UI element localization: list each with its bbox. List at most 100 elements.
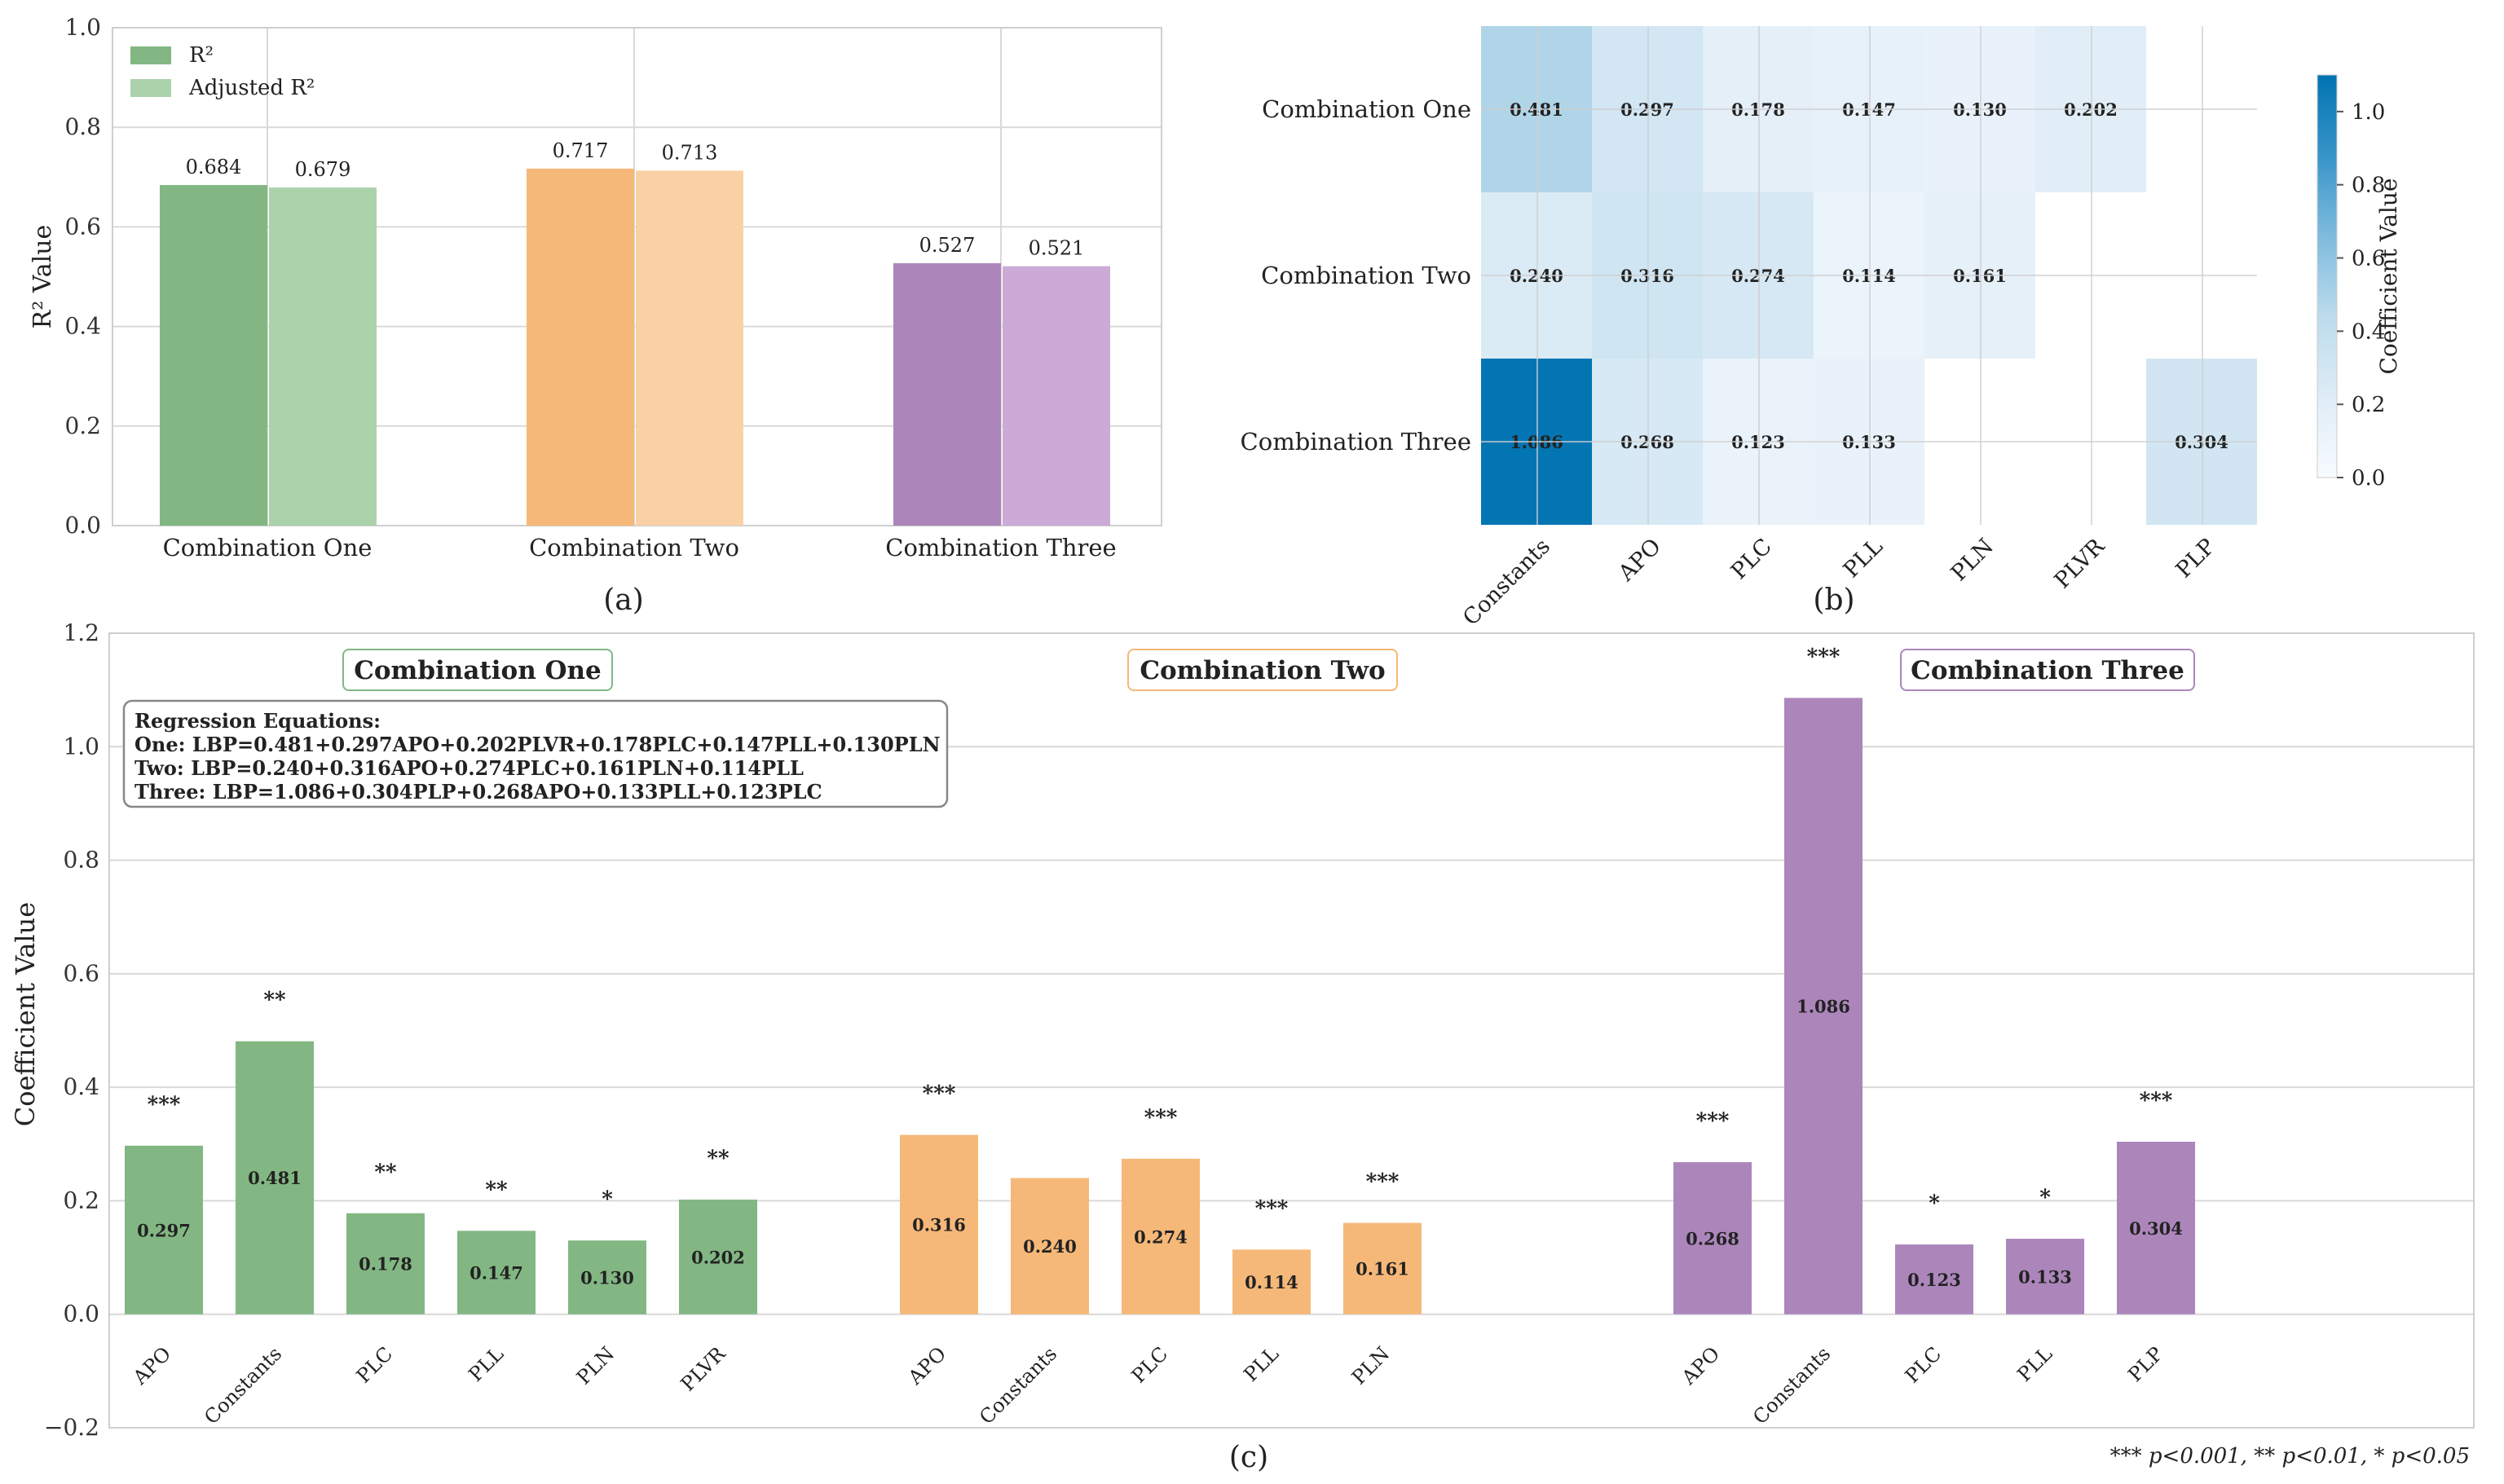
x-category-label: Constants [1748, 1342, 1835, 1429]
heatmap-row-label: Combination One [1262, 95, 1471, 123]
bar-value-label: 0.521 [1029, 237, 1085, 260]
colorbar-tick-label: 0.8 [2352, 174, 2385, 198]
heatmap-row-label: Combination Two [1261, 262, 1471, 289]
plot-frame [108, 632, 2475, 1429]
coefficient-bar [457, 1231, 536, 1314]
x-category-label: Constants [200, 1342, 286, 1429]
significance-marker: *** [1807, 645, 1841, 669]
x-category-label: PLL [464, 1342, 508, 1386]
x-category-label: APO [903, 1342, 950, 1389]
coefficient-bar-label: 1.086 [1796, 997, 1850, 1017]
y-axis-label: Coefficient Value [10, 902, 41, 1126]
x-category-label: APO [1677, 1342, 1724, 1389]
x-category-label: PLC [1901, 1342, 1946, 1387]
y-tick-label: 1.0 [63, 733, 99, 760]
y-tick-label: −0.2 [44, 1414, 99, 1441]
equation-line: Three: LBP=1.086+0.304PLP+0.268APO+0.133… [134, 780, 822, 804]
significance-marker: ** [707, 1147, 730, 1171]
significance-marker: *** [1696, 1109, 1730, 1134]
bar [1003, 266, 1110, 526]
significance-marker: *** [923, 1082, 956, 1107]
heatmap-column-label: PLP [2171, 534, 2220, 583]
y-tick-label: 0.4 [63, 1073, 99, 1100]
x-category-label: Combination Three [885, 534, 1116, 561]
y-tick-label: 1.2 [63, 619, 99, 646]
bar [527, 168, 634, 526]
coefficient-bar-label: 0.114 [1245, 1272, 1298, 1292]
coefficient-bar [1673, 1162, 1752, 1314]
legend-swatch [130, 46, 171, 64]
legend-label: R² [189, 43, 214, 68]
bar-value-label: 0.679 [295, 158, 351, 181]
coefficient-bar-label: 0.268 [1686, 1228, 1739, 1248]
bar-value-label: 0.684 [186, 156, 242, 178]
colorbar-tick-label: 0.0 [2352, 466, 2385, 491]
x-category-label: PLC [352, 1342, 397, 1387]
significance-marker: ** [263, 989, 286, 1013]
coefficient-bar [2006, 1239, 2084, 1314]
bar-value-label: 0.527 [919, 234, 976, 257]
legend-label: Adjusted R² [188, 76, 315, 100]
x-category-label: Combination One [163, 534, 373, 561]
x-category-label: PLN [572, 1342, 619, 1389]
bar [893, 263, 1001, 526]
coefficient-bar [568, 1240, 646, 1314]
coefficient-bar [1343, 1222, 1422, 1314]
y-tick-label: 0.2 [64, 412, 101, 439]
heatmap-row-label: Combination Three [1241, 428, 1471, 456]
significance-marker: * [2039, 1186, 2051, 1210]
group-title: Combination Three [1911, 656, 2184, 685]
x-category-label: PLP [2123, 1342, 2167, 1386]
heatmap-column-label: Constants [1458, 534, 1555, 631]
bar [160, 185, 267, 526]
coefficient-bar [679, 1200, 757, 1314]
y-tick-label: 0.4 [64, 313, 101, 340]
heatmap-column-label: PLN [1946, 534, 1999, 586]
x-category-label: PLL [1239, 1342, 1283, 1386]
bar-value-label: 0.717 [553, 139, 609, 162]
coefficient-bar-label: 0.161 [1356, 1259, 1409, 1279]
coefficient-bar-label: 0.130 [580, 1267, 634, 1288]
bar [636, 170, 743, 526]
group-title-box [342, 649, 613, 691]
coefficient-bar-label: 0.274 [1134, 1226, 1188, 1247]
significance-marker: *** [1366, 1170, 1400, 1195]
colorbar-tick-label: 0.2 [2352, 393, 2385, 417]
significance-footnote: *** p<0.001, ** p<0.01, * p<0.05 [2110, 1444, 2470, 1469]
colorbar-tick-label: 1.0 [2352, 100, 2385, 125]
colorbar-tick-label: 0.4 [2352, 319, 2385, 344]
significance-marker: * [602, 1187, 613, 1212]
coefficient-bar [346, 1213, 425, 1314]
colorbar-label: Coefficient Value [2375, 178, 2402, 375]
coefficient-bar-label: 0.178 [359, 1254, 412, 1275]
x-category-label: PLVR [677, 1342, 730, 1396]
group-title-box [1900, 649, 2195, 691]
heatmap-column-label: PLC [1726, 534, 1777, 584]
y-tick-label: 0.6 [63, 960, 99, 987]
panel-a-r2-chart: 0.0 0.2 0.4 0.6 0.8 1.0 0.684 0.679 Combination … [29, 14, 1162, 561]
coefficient-bar-label: 0.297 [137, 1220, 191, 1240]
heatmap-column-label: PLVR [2050, 534, 2110, 594]
panel-a-label: (a) [603, 583, 644, 617]
bar [269, 187, 377, 526]
y-tick-label: 0.8 [64, 113, 101, 140]
coefficient-bar [1895, 1244, 1973, 1314]
bar-value-label: 0.713 [662, 141, 718, 164]
coefficient-bar [1122, 1158, 1200, 1314]
coefficient-bar [236, 1041, 314, 1314]
y-tick-label: 1.0 [64, 14, 101, 41]
group-title-box [1127, 649, 1398, 691]
y-tick-label: 0.8 [63, 847, 99, 874]
significance-marker: *** [148, 1093, 181, 1117]
group-title: Combination One [354, 656, 602, 685]
y-tick-label: 0.2 [63, 1187, 99, 1213]
x-category-label: PLC [1127, 1342, 1172, 1387]
coefficient-bar-label: 0.123 [1907, 1270, 1961, 1290]
legend-swatch [130, 79, 171, 97]
y-axis-label: R² Value [29, 225, 57, 329]
heatmap-column-label: APO [1613, 534, 1666, 587]
group-title: Combination Two [1140, 656, 1385, 685]
coefficient-bar-label: 0.304 [2129, 1218, 2183, 1239]
panel-c-label: (c) [1229, 1441, 1268, 1474]
y-tick-label: 0.0 [63, 1301, 99, 1328]
